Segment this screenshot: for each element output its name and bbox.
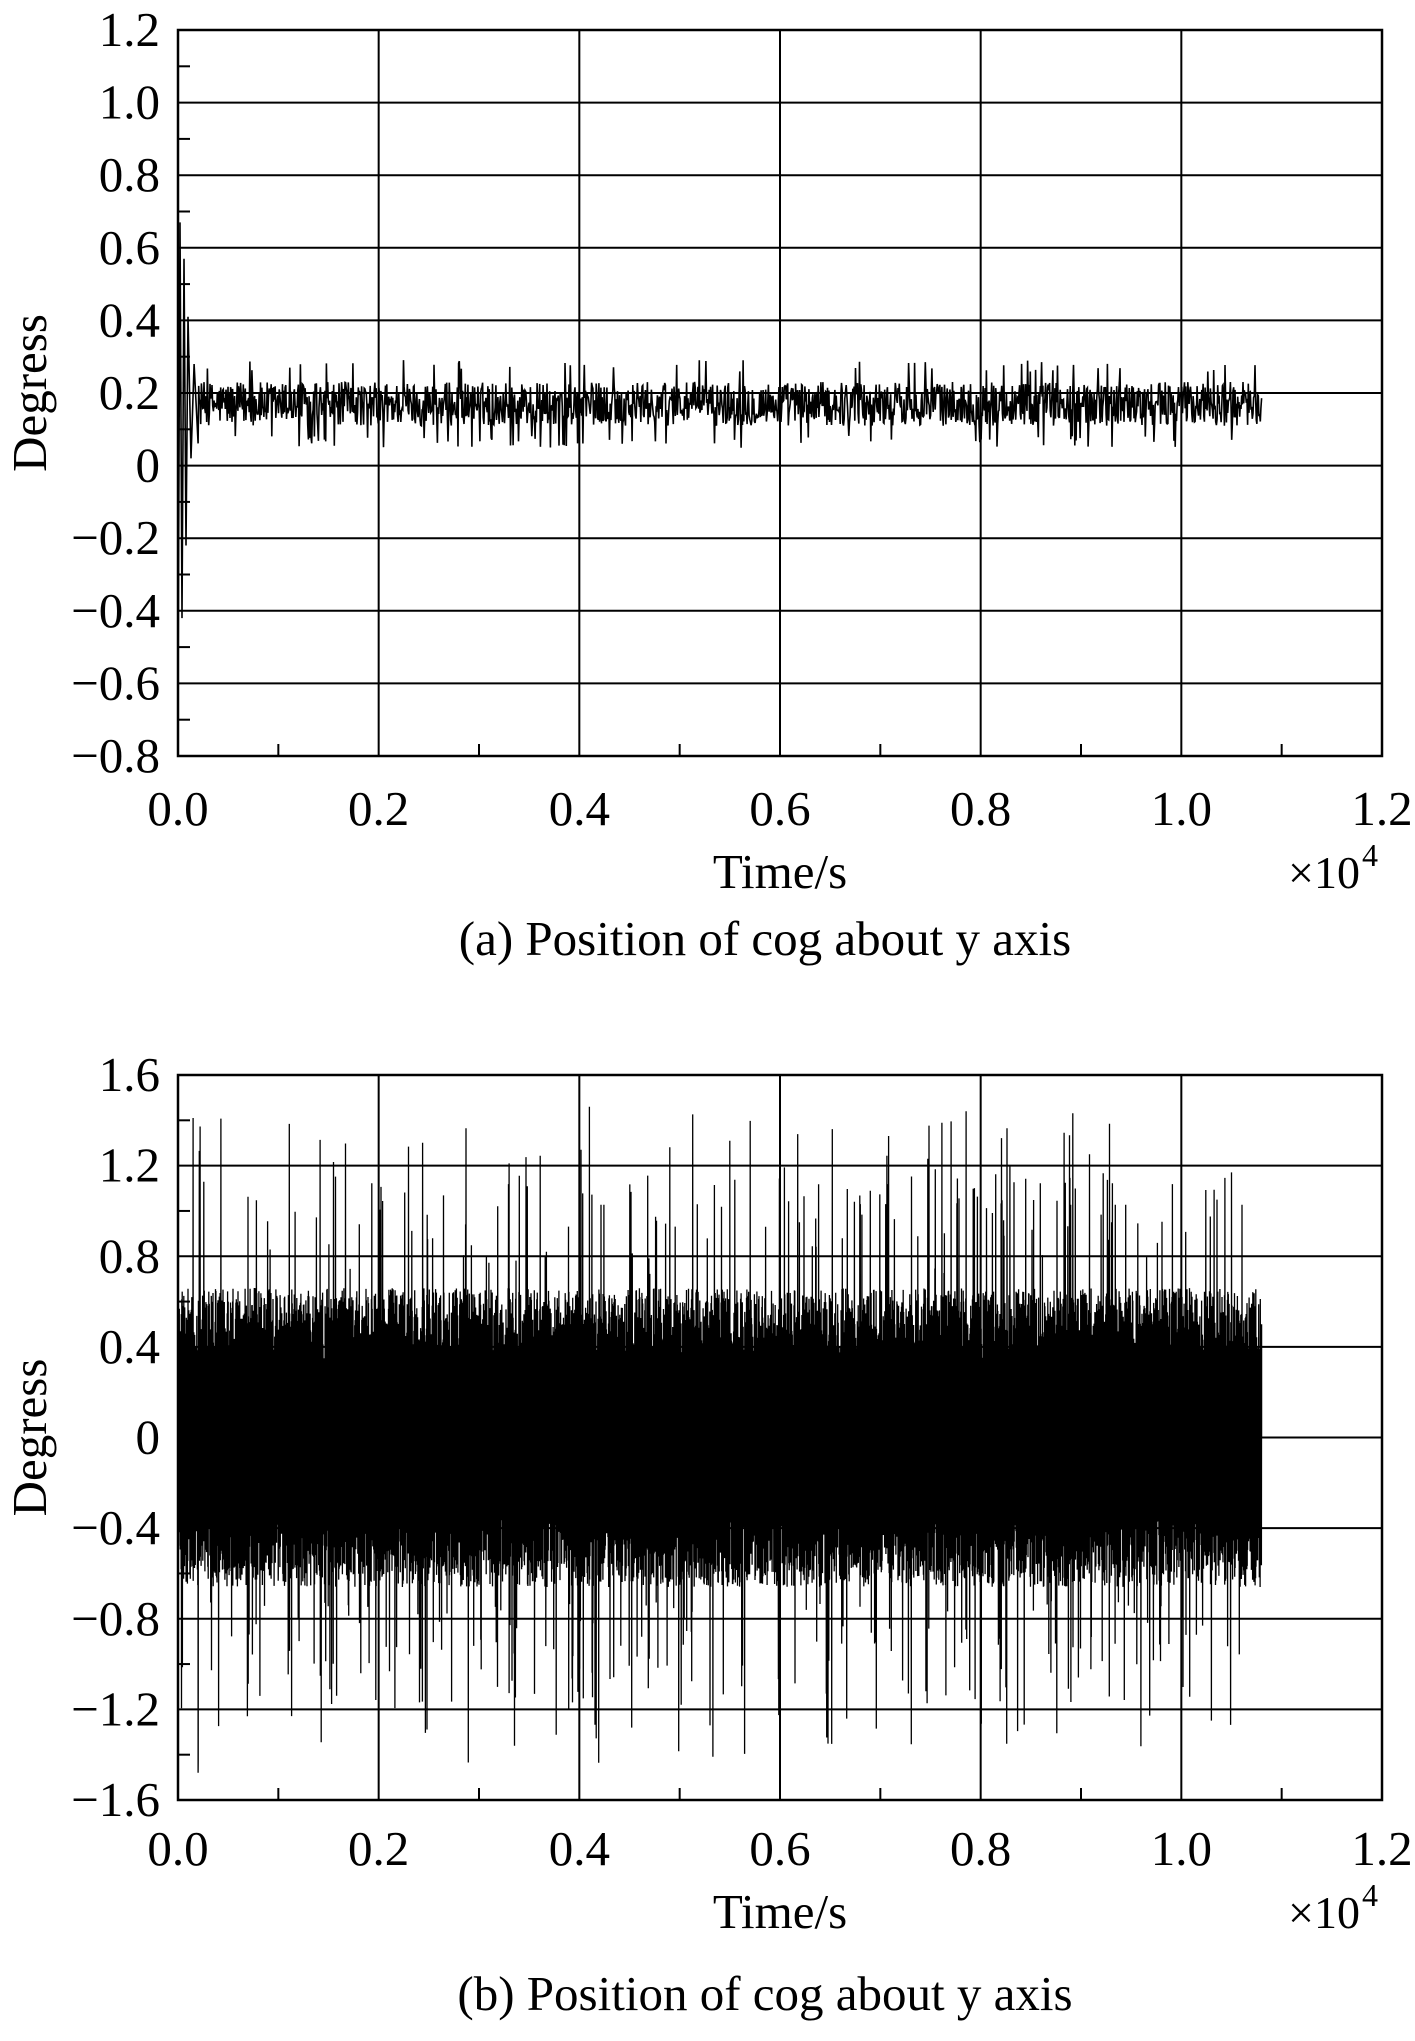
x-tick-label: 1.0: [1151, 1821, 1212, 1876]
y-tick-label: −0.8: [71, 728, 160, 783]
y-tick-label: 1.0: [99, 75, 160, 130]
x-tick-label: 0.8: [950, 781, 1011, 836]
y-axis-title: Degress: [2, 314, 57, 472]
y-tick-label: 0.4: [99, 292, 160, 347]
y-tick-label: −0.2: [71, 510, 160, 565]
y-tick-label: 0: [136, 438, 161, 493]
y-tick-label: 0.4: [99, 1319, 160, 1374]
y-tick-label: −0.4: [71, 583, 160, 638]
panel-a: −0.8 −0.6 −0.4 −0.2 0 0.2 0.4 0.6 0.8 1.0 1.2 0.0 0.…: [2, 2, 1413, 966]
x-axis-title: Time/s: [713, 844, 847, 899]
panel-caption: (b) Position of cog about y axis: [457, 1966, 1072, 2021]
x-tick-label: 0.4: [549, 1821, 610, 1876]
x-tick-label: 1.0: [1151, 781, 1212, 836]
y-tick-label: 1.6: [99, 1047, 160, 1102]
plot-frame: [176, 1073, 1384, 1802]
y-tick-label: 0.2: [99, 365, 160, 420]
y-tick-label: −0.8: [71, 1591, 160, 1646]
x-axis-title: Time/s: [713, 1884, 847, 1939]
x-axis-multiplier: ×10: [1288, 847, 1360, 898]
x-tick-label: 0.0: [147, 781, 208, 836]
data-series-line: [177, 222, 1263, 702]
plot-frame: [176, 28, 1384, 758]
x-tick-label: 1.2: [1351, 781, 1412, 836]
x-tick-label: 0.8: [950, 1821, 1011, 1876]
x-axis-multiplier: ×10: [1288, 1887, 1360, 1938]
y-axis-title: Degress: [2, 1359, 57, 1517]
x-axis-multiplier-exponent: 4: [1362, 1877, 1378, 1913]
y-tick-label: 0.8: [99, 147, 160, 202]
y-tick-label: 1.2: [99, 2, 160, 57]
y-tick-label: 1.2: [99, 1138, 160, 1193]
y-tick-label: −1.6: [71, 1772, 160, 1827]
y-tick-label: 0: [136, 1410, 161, 1465]
x-tick-label: 0.0: [147, 1821, 208, 1876]
x-tick-label: 0.6: [749, 781, 810, 836]
panel-caption: (a) Position of cog about y axis: [459, 911, 1071, 966]
y-tick-label: 0.6: [99, 220, 160, 275]
x-tick-label: 0.6: [749, 1821, 810, 1876]
y-tick-label: −0.6: [71, 655, 160, 710]
data-series-line: [177, 1106, 1263, 1773]
x-tick-label: 0.2: [348, 1821, 409, 1876]
panel-b: −1.6 −1.2 −0.8 −0.4 0 0.4 0.8 1.2 1.6 0.0 0.2 0.4 0.…: [2, 1047, 1413, 2021]
x-axis-multiplier-exponent: 4: [1362, 837, 1378, 873]
x-tick-label: 1.2: [1351, 1821, 1412, 1876]
x-tick-label: 0.2: [348, 781, 409, 836]
y-tick-label: −0.4: [71, 1500, 160, 1555]
y-tick-label: 0.8: [99, 1228, 160, 1283]
x-tick-label: 0.4: [549, 781, 610, 836]
y-tick-label: −1.2: [71, 1681, 160, 1736]
